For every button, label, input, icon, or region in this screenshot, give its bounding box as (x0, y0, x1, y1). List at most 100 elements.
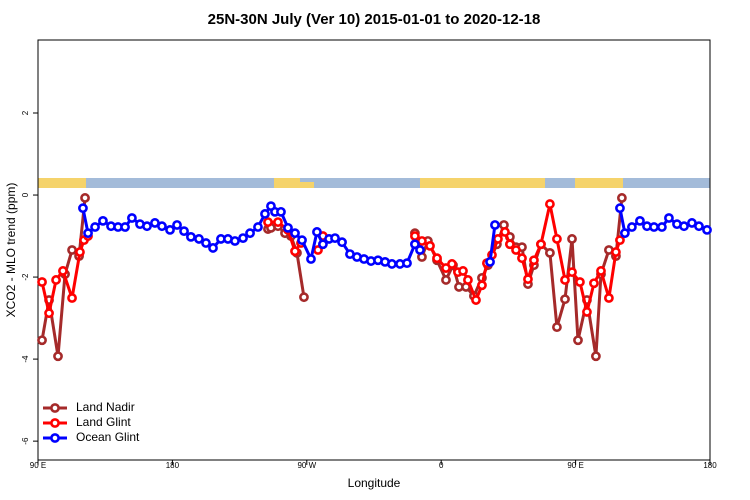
point (58, 266, 68, 276)
point (575, 277, 585, 287)
point (245, 228, 255, 239)
land-ocean-strip (38, 178, 710, 188)
x-tick-label: 90 W (297, 461, 316, 470)
point (616, 193, 627, 203)
point (330, 233, 340, 244)
point (573, 335, 583, 346)
point (37, 277, 47, 287)
point (290, 228, 300, 239)
point (615, 203, 625, 214)
x-tick-label: 180 (703, 461, 717, 470)
point (552, 322, 562, 333)
point (238, 233, 248, 244)
point (98, 215, 108, 226)
point (53, 351, 63, 362)
point (165, 225, 175, 235)
point (425, 240, 435, 251)
point (504, 239, 515, 250)
x-tick-label: 90 E (30, 461, 46, 470)
point (567, 267, 577, 278)
y-tick-label: -4 (21, 355, 30, 363)
point (260, 209, 270, 219)
point (194, 234, 204, 244)
point (615, 235, 625, 246)
point (283, 222, 293, 233)
x-axis-label: Longitude (348, 476, 401, 490)
point (230, 236, 240, 246)
y-tick-label: -2 (21, 273, 30, 281)
legend-label: Land Nadir (76, 400, 135, 414)
point (552, 234, 562, 244)
point (337, 237, 347, 248)
point (619, 228, 630, 239)
y-axis-label: XCO2 - MLO trend (ppm) (4, 183, 18, 318)
point (312, 227, 322, 237)
point (511, 245, 521, 255)
point (485, 256, 495, 267)
point (493, 234, 503, 244)
legend-marker (50, 433, 60, 443)
point (591, 351, 601, 362)
point (142, 221, 152, 232)
point (80, 193, 90, 203)
point (432, 253, 442, 264)
point (127, 213, 137, 223)
point (253, 222, 263, 232)
point (120, 222, 130, 232)
point (179, 226, 189, 237)
point (635, 215, 645, 226)
point (415, 245, 425, 255)
point (83, 228, 93, 239)
plot-frame (37, 39, 711, 461)
point (208, 243, 218, 253)
point (78, 203, 88, 214)
y-tick-label: -6 (21, 437, 30, 445)
point (201, 238, 211, 248)
point (186, 231, 196, 242)
point (37, 335, 47, 346)
point (517, 253, 527, 264)
point (318, 239, 328, 250)
point (75, 247, 85, 257)
point (67, 245, 77, 255)
point (523, 274, 533, 285)
x-tick-label: 0 (439, 461, 444, 470)
point (649, 222, 659, 232)
point (664, 213, 674, 223)
point (67, 293, 77, 303)
point (500, 227, 510, 237)
point (679, 221, 689, 232)
y-tick-label: 2 (21, 110, 30, 115)
point (596, 266, 606, 276)
point (263, 217, 273, 228)
point (560, 294, 570, 305)
point (157, 221, 167, 232)
point (463, 275, 473, 285)
point (529, 255, 539, 266)
point (441, 275, 451, 285)
chart-title: 25N-30N July (Ver 10) 2015-01-01 to 2020… (208, 11, 541, 28)
point (589, 278, 599, 289)
legend-label: Ocean Glint (76, 430, 140, 444)
point (299, 292, 309, 303)
point (604, 293, 614, 303)
point (582, 307, 592, 317)
point (402, 258, 412, 269)
point (273, 217, 283, 228)
point (471, 295, 481, 305)
point (657, 222, 667, 232)
point (172, 220, 182, 230)
x-tick-label: 180 (166, 461, 180, 470)
point (458, 266, 468, 276)
point (560, 275, 570, 285)
point (447, 259, 457, 269)
y-tick-label: 0 (21, 192, 30, 197)
point (545, 199, 555, 209)
point (694, 221, 704, 232)
point (297, 235, 307, 246)
point (545, 247, 555, 258)
point (51, 275, 61, 285)
point (626, 222, 637, 232)
x-tick-label: 90 E (567, 461, 583, 470)
